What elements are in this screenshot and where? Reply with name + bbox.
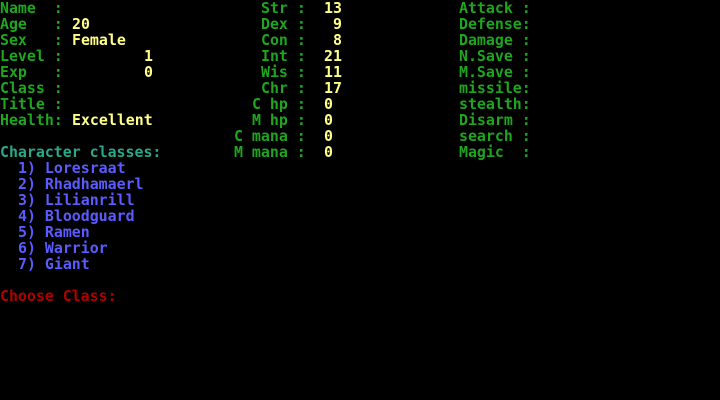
ability-n-save: N.Save :	[459, 47, 531, 65]
stat-label-str: Str :	[261, 0, 306, 17]
ability-damage: Damage :	[459, 31, 531, 49]
ability-m-save: M.Save :	[459, 63, 531, 81]
stat-value-str: 13	[324, 0, 342, 17]
exp-value: 0	[144, 63, 153, 81]
stat-label-wis: Wis :	[261, 63, 306, 81]
stat-value-chr: 17	[324, 79, 342, 97]
stat-label-c-mana: C mana :	[234, 127, 306, 145]
ability-search: search :	[459, 127, 531, 145]
ability-magic: Magic :	[459, 143, 531, 161]
sex-value: Female	[72, 31, 126, 49]
sex-label: Sex :	[0, 31, 63, 49]
level-label: Level :	[0, 47, 63, 65]
ability-disarm: Disarm :	[459, 111, 531, 129]
level-value: 1	[144, 47, 153, 65]
stat-value-m-mana: 0	[324, 143, 333, 161]
health-value: Excellent	[72, 111, 153, 129]
age-label: Age :	[0, 15, 63, 33]
name-label: Name :	[0, 0, 63, 17]
title-label: Title :	[0, 95, 63, 113]
age-value: 20	[72, 15, 90, 33]
class-option-rhadhamaerl[interactable]: 2) Rhadhamaerl	[18, 175, 144, 193]
stat-value-int: 21	[324, 47, 342, 65]
class-option-bloodguard[interactable]: 4) Bloodguard	[18, 207, 135, 225]
stat-value-c-mana: 0	[324, 127, 333, 145]
stat-label-m-hp: M hp :	[252, 111, 306, 129]
stat-value-dex: 9	[324, 15, 342, 33]
class-label: Class :	[0, 79, 63, 97]
stat-value-m-hp: 0	[324, 111, 333, 129]
ability-missile: missile:	[459, 79, 531, 97]
stat-label-con: Con :	[261, 31, 306, 49]
class-option-lilianrill[interactable]: 3) Lilianrill	[18, 191, 135, 209]
stat-label-int: Int :	[261, 47, 306, 65]
class-option-warrior[interactable]: 6) Warrior	[18, 239, 108, 257]
class-option-loresraat[interactable]: 1) Loresraat	[18, 159, 126, 177]
classes-heading: Character classes:	[0, 143, 162, 161]
ability-stealth: stealth:	[459, 95, 531, 113]
ability-defense: Defense:	[459, 15, 531, 33]
health-label: Health:	[0, 111, 63, 129]
stat-value-c-hp: 0	[324, 95, 333, 113]
stat-label-chr: Chr :	[261, 79, 306, 97]
class-option-giant[interactable]: 7) Giant	[18, 255, 90, 273]
stat-value-con: 8	[324, 31, 342, 49]
choose-class-prompt[interactable]: Choose Class:	[0, 287, 117, 305]
stat-label-dex: Dex :	[261, 15, 306, 33]
stat-value-wis: 11	[324, 63, 342, 81]
ability-attack: Attack :	[459, 0, 531, 17]
exp-label: Exp :	[0, 63, 63, 81]
class-option-ramen[interactable]: 5) Ramen	[18, 223, 90, 241]
stat-label-c-hp: C hp :	[252, 95, 306, 113]
stat-label-m-mana: M mana :	[234, 143, 306, 161]
